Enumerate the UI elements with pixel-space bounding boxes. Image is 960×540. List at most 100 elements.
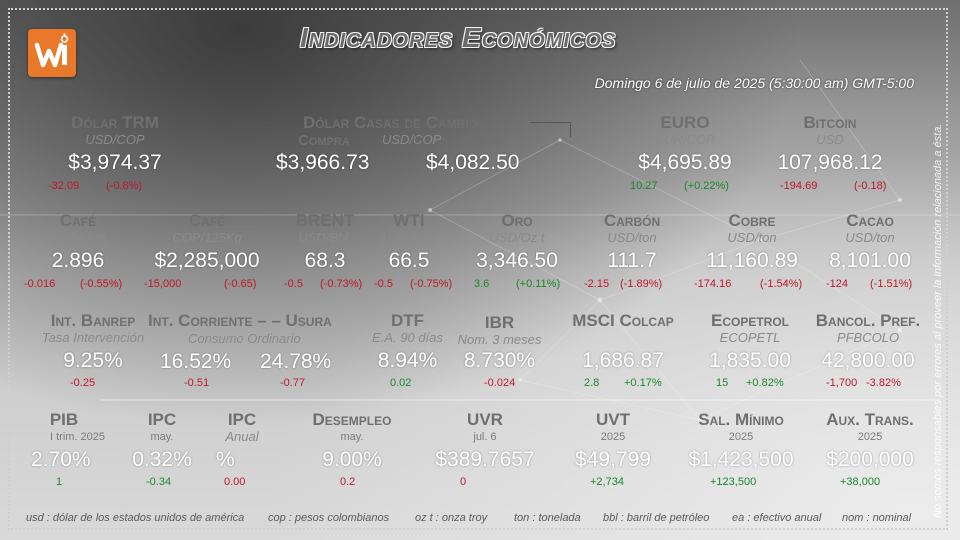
- cafe-cop-unit: COP/125Kg: [172, 230, 242, 245]
- cafe-usd-change: -0.016: [24, 278, 56, 290]
- oro-label: Oro: [501, 211, 533, 230]
- logo-icon: [34, 33, 69, 68]
- cacao-label: Cacao: [846, 211, 894, 230]
- cobre-label: Cobre: [728, 211, 776, 230]
- casas-bracket-right: [530, 122, 571, 137]
- bancol-label: Bancol. Pref.: [815, 311, 921, 330]
- ibr-change: -0.024: [484, 377, 516, 389]
- uvt-block: UVT 2025 $49,799: [556, 411, 670, 472]
- aux-label: Aux. Trans.: [826, 410, 914, 429]
- footer-ton: ton : tonelada: [514, 512, 581, 524]
- casas-compra-label: Compra: [298, 132, 350, 149]
- oro-unit: USD/Oz t: [489, 230, 545, 245]
- aux-change: +38,000: [840, 476, 881, 488]
- usura-value: 24.78%: [260, 350, 332, 373]
- brent-change: -0.5: [284, 278, 303, 290]
- cobre-pct: (-1.54%): [760, 278, 803, 290]
- dolar-trm-pct: (-0.8%): [106, 180, 143, 192]
- cafe-cop-label: Café: [188, 211, 226, 230]
- banrep-sub: Tasa Intervención: [41, 330, 145, 345]
- bitcoin-pct: (-0.18): [854, 180, 887, 192]
- ecopetrol-value: 1,835.00: [709, 349, 791, 372]
- uvt-value: $49,799: [575, 448, 651, 471]
- ipc-anual-label: IPC: [227, 410, 257, 429]
- pib-label: PIB: [49, 410, 79, 429]
- uvr-label: UVR: [467, 410, 503, 429]
- ibr-value: 8.730%: [463, 349, 536, 372]
- msci-label: MSCI Colcap: [572, 311, 674, 330]
- footer-usd: usd : dólar de los estados unidos de amé…: [26, 512, 245, 524]
- ibr-sub: Nom. 3 meses: [457, 332, 542, 347]
- desempleo-label: Desempleo: [312, 410, 392, 429]
- msci-change: 2.8: [584, 377, 600, 389]
- cobre-block: Cobre USD/ton 11,160.89: [688, 212, 816, 273]
- uvt-change: +2,734: [590, 476, 624, 488]
- ecopetrol-pct: +0.82%: [746, 377, 784, 389]
- euro-value: $4,695.89: [638, 151, 732, 174]
- salario-value: $1,423,500: [688, 448, 794, 471]
- ibr-label: IBR: [484, 313, 515, 332]
- dtf-label: DTF: [390, 311, 425, 330]
- cafe-usd-label: Café: [59, 211, 97, 230]
- cafe-cop-pct: (-0.65): [224, 278, 257, 290]
- pib-value: 2.70%: [31, 448, 91, 471]
- cafe-usd-unit: USD/libra: [50, 230, 106, 245]
- corriente-value: 16.52%: [160, 350, 232, 373]
- wti-pct: (-0.75%): [410, 278, 453, 290]
- dtf-change: 0.02: [390, 377, 412, 389]
- footer-ea: ea : efectivo anual: [732, 512, 822, 524]
- bancol-block: Bancol. Pref. PFBCOLO 42,800.00: [808, 312, 928, 373]
- salario-change: +123,500: [710, 476, 757, 488]
- bancol-value: 42,800.00: [821, 349, 915, 372]
- uvr-value: $389.7657: [435, 448, 535, 471]
- ipc-anual-sub: Anual: [225, 429, 259, 444]
- msci-block: MSCI Colcap 1,686.87: [558, 312, 688, 373]
- aux-sub: 2025: [857, 431, 883, 443]
- dolar-trm-unit: USD/COP: [85, 132, 145, 147]
- salario-block: Sal. Mínimo 2025 $1,423,500: [674, 411, 808, 472]
- pib-change: 1: [56, 476, 63, 488]
- ecopetrol-block: Ecopetrol ECOPETL 1,835.00: [690, 312, 810, 373]
- uvr-block: UVR jul. 6 $389.7657: [420, 411, 550, 472]
- pib-sub: I trim. 2025: [50, 431, 106, 443]
- dolar-trm-block: Dólar TRM USD/COP $3,974.37: [40, 114, 190, 175]
- salario-label: Sal. Mínimo: [698, 410, 784, 429]
- wti-label: WTI: [393, 211, 425, 230]
- cafe-usd-block: Café USD/libra 2.896: [30, 212, 126, 273]
- corriente-label: Int. Corriente – – Usura: [148, 311, 332, 330]
- cacao-pct: (-1.51%): [870, 278, 913, 290]
- salario-sub: 2025: [728, 431, 754, 443]
- ecopetrol-label: Ecopetrol: [710, 311, 789, 330]
- oro-value: 3,346.50: [476, 249, 558, 272]
- page-title: Indicadores Económicos: [300, 22, 617, 53]
- footer-bbl: bbl : barril de petróleo: [603, 512, 710, 524]
- cacao-value: 8,101.00: [829, 249, 911, 272]
- ipc-anual-block: IPC Anual: [204, 410, 280, 445]
- ipc-anual-change: 0.00: [224, 476, 246, 488]
- bitcoin-value: 107,968.12: [777, 151, 883, 174]
- bancol-pct: -3.82%: [866, 377, 901, 389]
- dtf-sub: E.A. 90 días: [372, 330, 443, 345]
- cacao-unit: USD/ton: [845, 230, 895, 245]
- usura-change: -0.77: [280, 377, 306, 389]
- oro-change: 3.6: [474, 278, 490, 290]
- brand-logo: [28, 29, 76, 77]
- wti-value: 66.5: [388, 249, 430, 272]
- carbon-block: Carbón USD/ton 111.7: [586, 212, 678, 273]
- ecopetrol-change: 15: [716, 377, 729, 389]
- euro-change: 10.27: [630, 180, 658, 192]
- cafe-usd-value: 2.896: [51, 249, 105, 272]
- casas-venta-value: $4,082.50: [426, 151, 520, 174]
- uvr-change: 0: [460, 476, 467, 488]
- desempleo-block: Desempleo may. 9.00%: [300, 411, 404, 472]
- banrep-label: Int. Banrep: [50, 311, 136, 330]
- footer-cop: cop : pesos colombianos: [268, 512, 390, 524]
- oro-pct: (+0.11%): [516, 278, 561, 290]
- dtf-block: DTF E.A. 90 días 8.94%: [360, 312, 455, 373]
- banrep-block: Int. Banrep Tasa Intervención 9.25%: [28, 312, 158, 373]
- carbon-unit: USD/ton: [607, 230, 657, 245]
- bancol-sub: PFBCOLO: [836, 330, 900, 345]
- carbon-change: -2.15: [584, 278, 610, 290]
